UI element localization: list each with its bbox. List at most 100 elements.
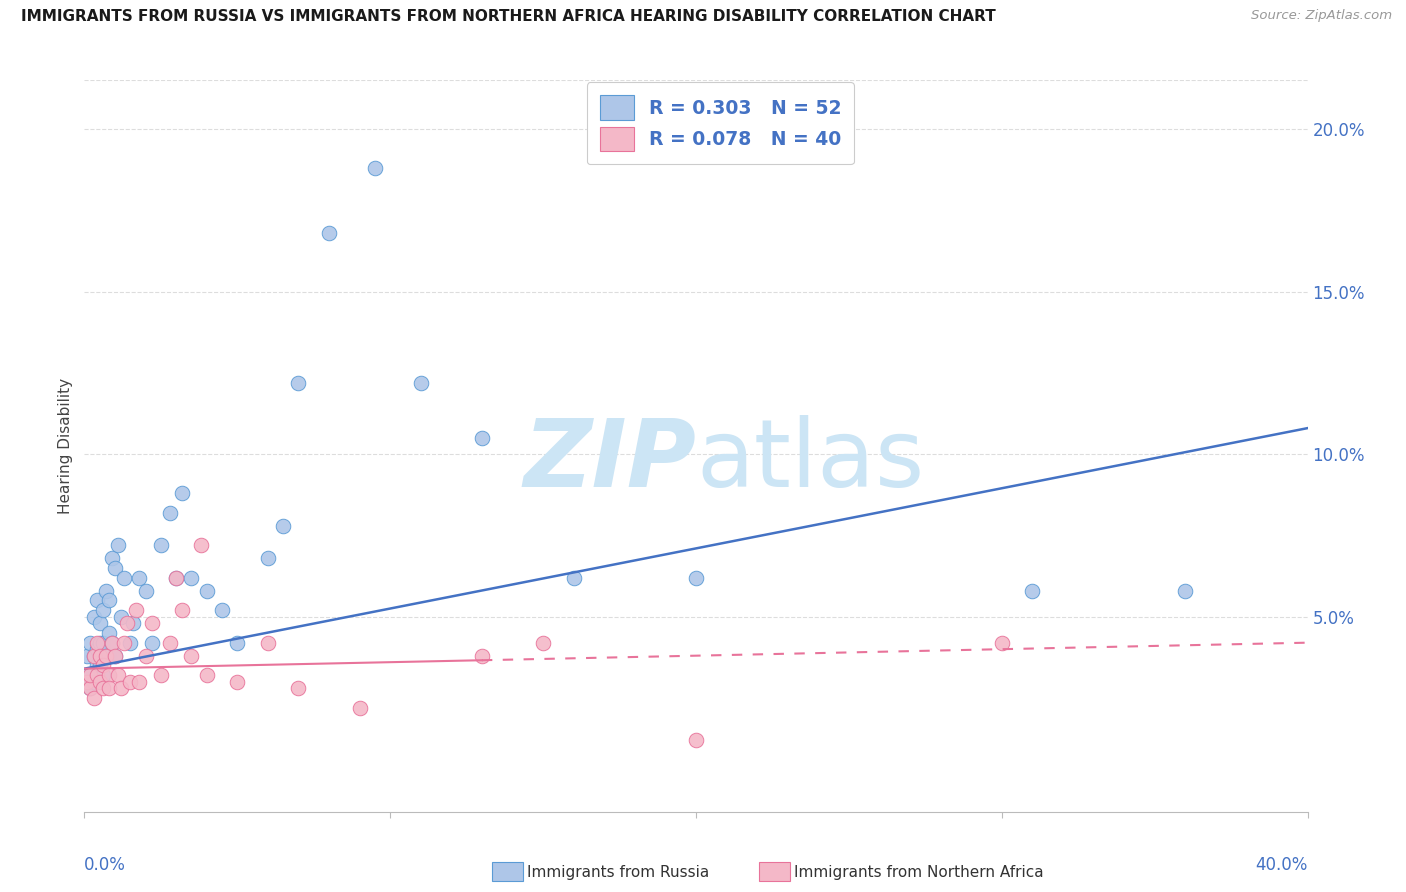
Point: [287, 376, 309, 390]
Point: [76, 674, 98, 689]
Text: 40.0%: 40.0%: [1256, 855, 1308, 873]
Point: [89, 674, 111, 689]
Point: [79, 681, 101, 696]
Point: [349, 700, 371, 714]
Point: [165, 571, 187, 585]
Point: [211, 603, 233, 617]
Point: [110, 681, 132, 696]
Point: [190, 538, 212, 552]
Point: [89, 648, 111, 663]
Point: [471, 648, 494, 663]
Point: [112, 635, 135, 649]
Point: [685, 571, 707, 585]
Point: [364, 161, 387, 175]
Point: [115, 616, 138, 631]
Point: [79, 668, 101, 682]
Point: [195, 668, 218, 682]
Point: [991, 635, 1014, 649]
Point: [195, 583, 218, 598]
Point: [94, 648, 117, 663]
Legend: R = 0.303   N = 52, R = 0.078   N = 40: R = 0.303 N = 52, R = 0.078 N = 40: [586, 82, 855, 164]
Point: [91, 658, 114, 673]
Point: [83, 648, 105, 663]
Point: [94, 583, 117, 598]
Point: [101, 635, 124, 649]
Point: [83, 609, 105, 624]
Point: [86, 642, 108, 657]
Point: [76, 668, 98, 682]
Point: [89, 635, 111, 649]
Point: [104, 561, 127, 575]
Point: [86, 658, 108, 673]
Point: [76, 648, 98, 663]
Point: [110, 609, 132, 624]
Point: [271, 518, 294, 533]
Point: [79, 681, 101, 696]
Point: [83, 690, 105, 705]
Point: [257, 551, 280, 566]
Point: [135, 583, 157, 598]
Point: [1021, 583, 1043, 598]
Point: [120, 674, 142, 689]
Point: [128, 571, 150, 585]
Text: IMMIGRANTS FROM RUSSIA VS IMMIGRANTS FROM NORTHERN AFRICA HEARING DISABILITY COR: IMMIGRANTS FROM RUSSIA VS IMMIGRANTS FRO…: [21, 9, 995, 24]
Point: [122, 616, 145, 631]
Point: [226, 635, 249, 649]
Point: [89, 616, 111, 631]
Text: atlas: atlas: [696, 415, 924, 507]
Point: [128, 674, 150, 689]
Point: [149, 538, 172, 552]
Point: [165, 571, 187, 585]
Point: [97, 593, 120, 607]
Point: [318, 226, 340, 240]
Point: [86, 593, 108, 607]
Point: [97, 648, 120, 663]
Point: [159, 506, 181, 520]
Text: 0.0%: 0.0%: [84, 855, 127, 873]
Point: [120, 635, 142, 649]
Point: [141, 616, 163, 631]
Point: [125, 603, 148, 617]
Point: [287, 681, 309, 696]
Point: [172, 486, 194, 500]
Y-axis label: Hearing Disability: Hearing Disability: [58, 378, 73, 514]
Text: Immigrants from Northern Africa: Immigrants from Northern Africa: [794, 865, 1045, 880]
Point: [135, 648, 157, 663]
Point: [86, 668, 108, 682]
Point: [79, 635, 101, 649]
Text: ZIP: ZIP: [523, 415, 696, 507]
Point: [562, 571, 585, 585]
Point: [89, 658, 111, 673]
Point: [91, 668, 114, 682]
Point: [226, 674, 249, 689]
Point: [97, 681, 120, 696]
Point: [1174, 583, 1197, 598]
Point: [409, 376, 432, 390]
Point: [101, 551, 124, 566]
Point: [101, 635, 124, 649]
Point: [83, 674, 105, 689]
Point: [97, 626, 120, 640]
Point: [159, 635, 181, 649]
Point: [107, 668, 129, 682]
Point: [172, 603, 194, 617]
Point: [257, 635, 280, 649]
Point: [83, 648, 105, 663]
Point: [531, 635, 554, 649]
Point: [149, 668, 172, 682]
Point: [471, 431, 494, 445]
Point: [97, 668, 120, 682]
Point: [180, 648, 202, 663]
Point: [685, 733, 707, 747]
Point: [107, 538, 129, 552]
Point: [91, 635, 114, 649]
Point: [86, 635, 108, 649]
Point: [180, 571, 202, 585]
Point: [141, 635, 163, 649]
Point: [94, 648, 117, 663]
Point: [104, 648, 127, 663]
Text: Source: ZipAtlas.com: Source: ZipAtlas.com: [1251, 9, 1392, 22]
Point: [104, 648, 127, 663]
Text: Immigrants from Russia: Immigrants from Russia: [527, 865, 710, 880]
Point: [91, 681, 114, 696]
